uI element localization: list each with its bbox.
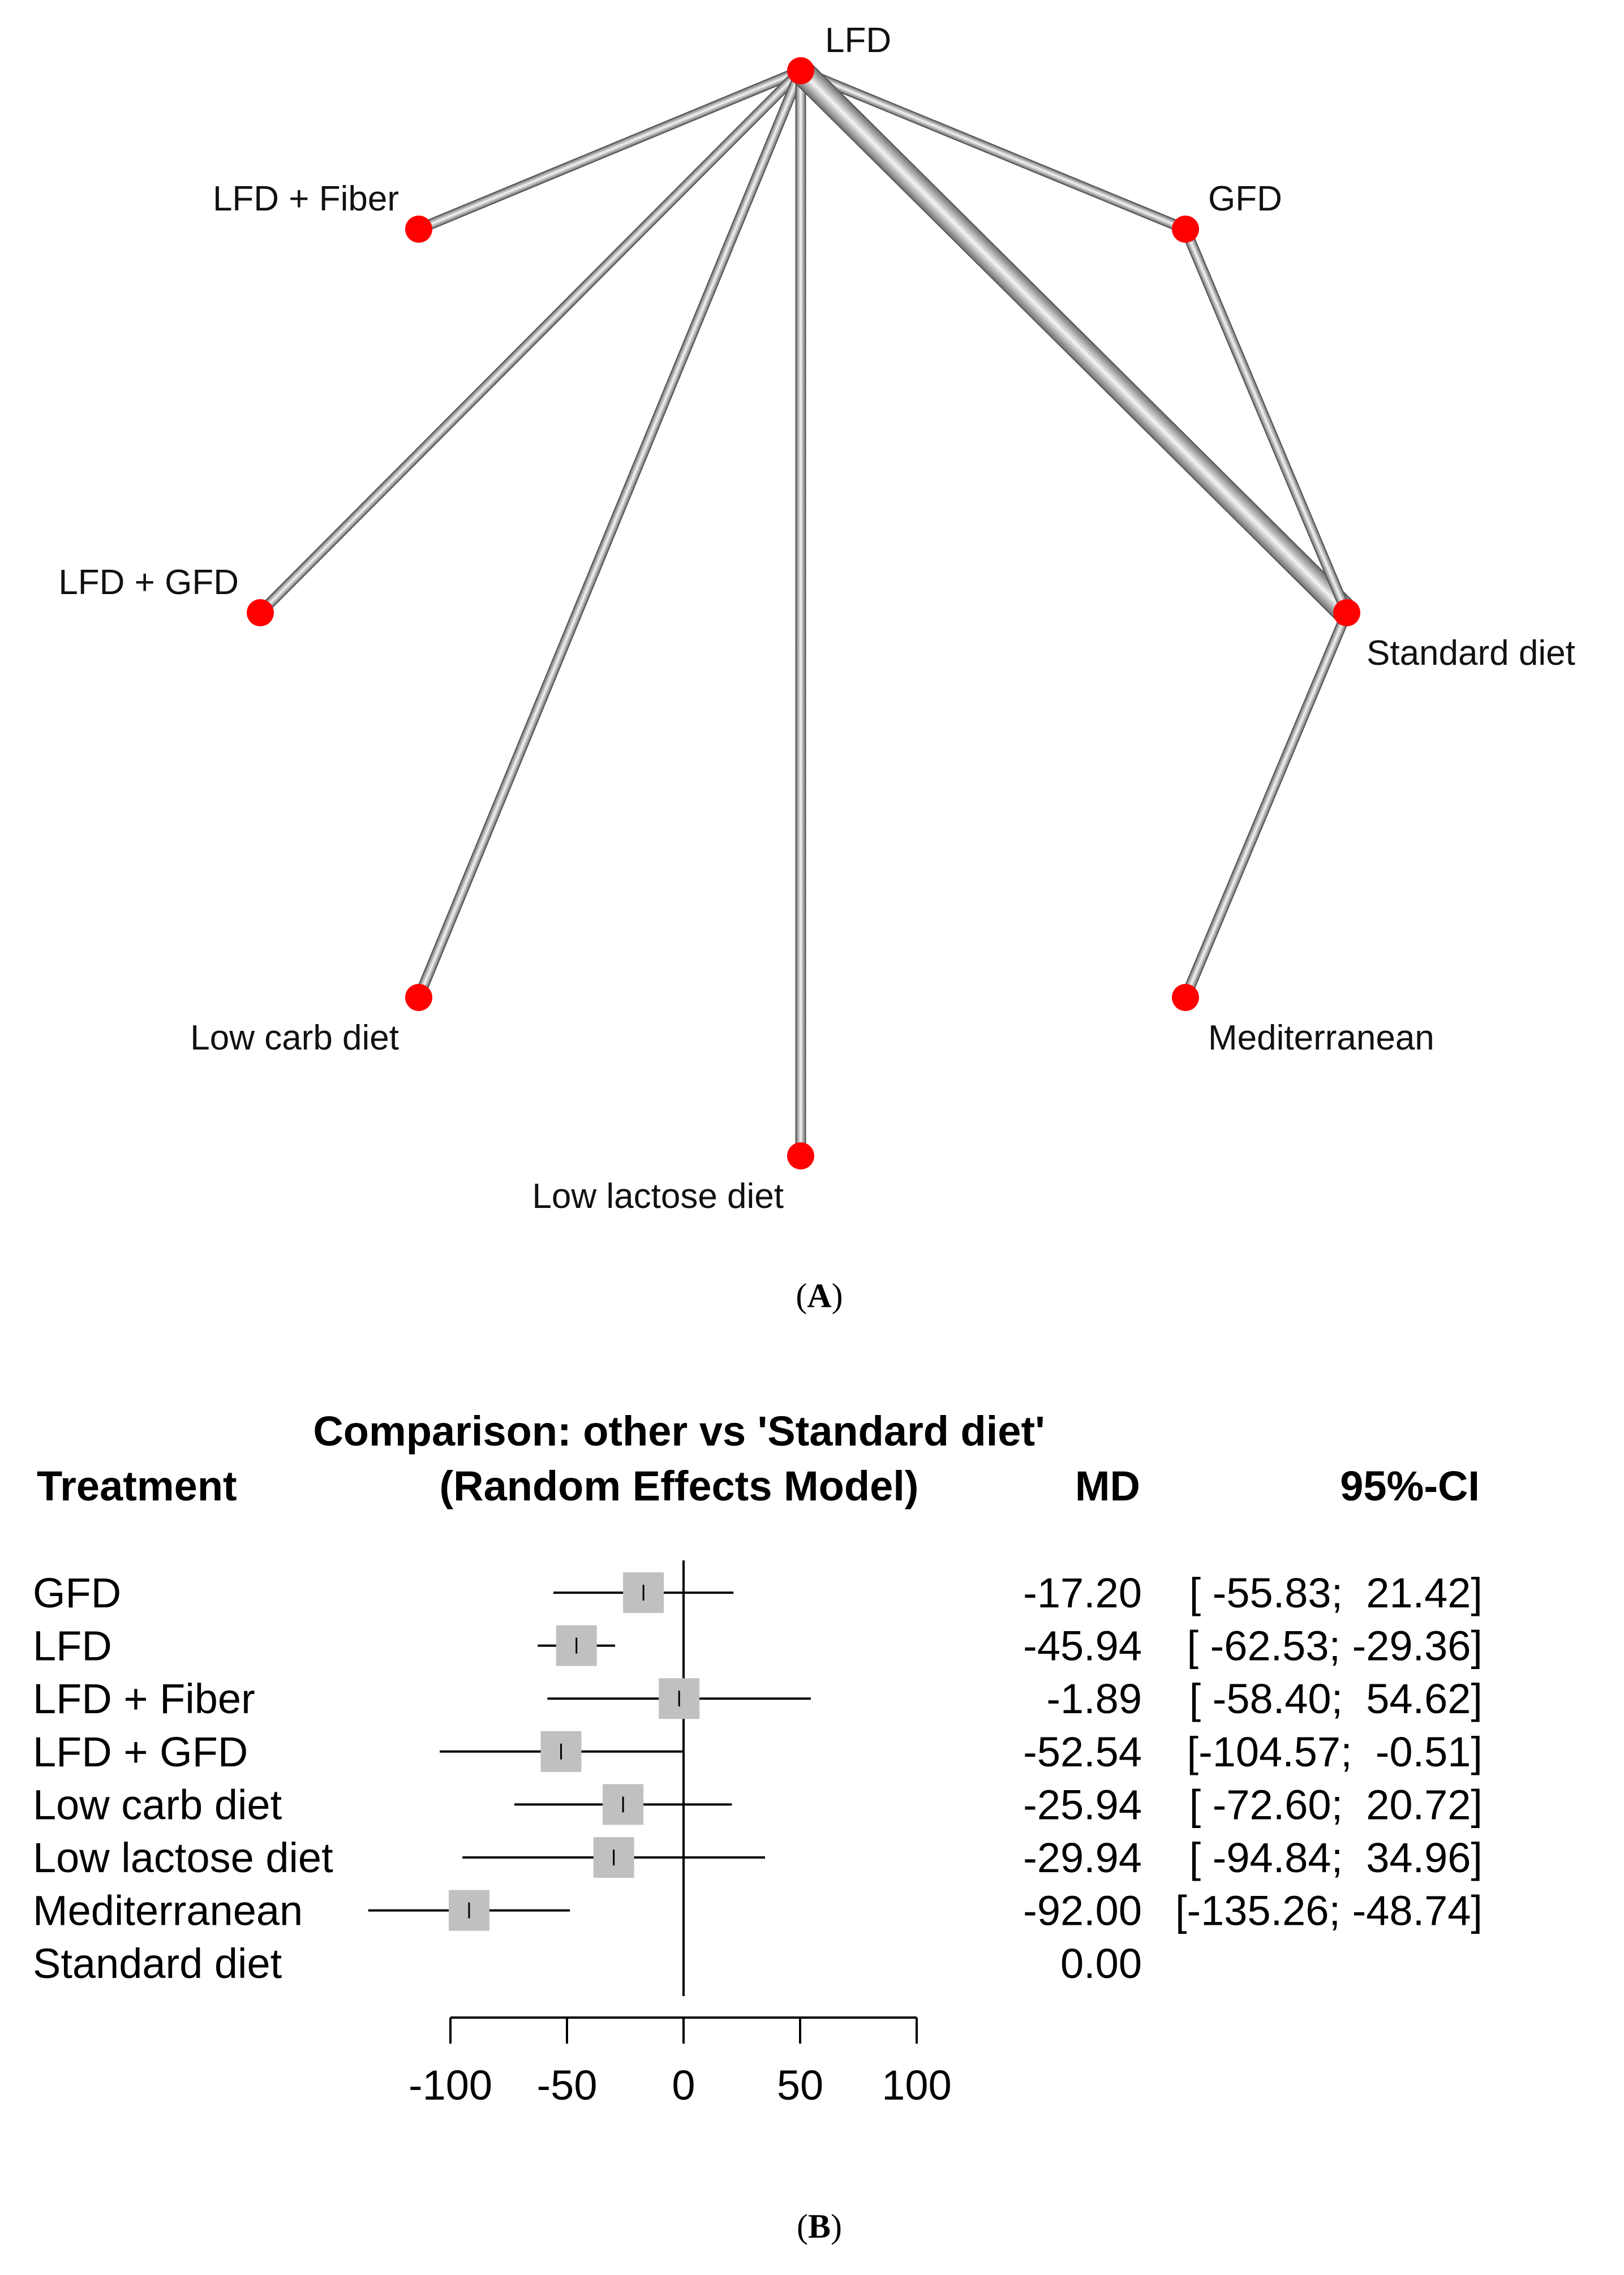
node-label-lfd: LFD — [825, 21, 891, 60]
node-label-gfd: GFD — [1208, 179, 1282, 218]
ci-value: [ -62.53; -29.36] — [1187, 1623, 1483, 1670]
edge-outline — [1180, 610, 1343, 996]
md-value: -1.89 — [1046, 1675, 1142, 1722]
edge-tube — [414, 68, 805, 1000]
treatment-label: Low lactose diet — [33, 1834, 333, 1881]
forest-rows: GFD -17.20 [ -55.83; 21.42] LFD -45.94 [ -62.… — [33, 1560, 1483, 1996]
node-label-mediterranean: Mediterranean — [1208, 1018, 1434, 1057]
forest-row-lfd-gfd: LFD + GFD -52.54 [-104.57; -0.51] — [33, 1728, 1483, 1775]
ci-value: [-104.57; -0.51] — [1187, 1728, 1483, 1775]
node-label-lfd-fiber: LFD + Fiber — [213, 179, 399, 218]
forest-row-low-lactose-diet: Low lactose diet -29.94 [ -94.84; 34.96] — [33, 1834, 1483, 1881]
edge-standard-mediterranean — [1180, 610, 1352, 1000]
treatment-label: LFD + Fiber — [33, 1675, 255, 1722]
edge-tube — [416, 66, 803, 234]
edge-outline — [809, 61, 1356, 605]
edge-tube — [792, 62, 1356, 622]
network-edges — [256, 61, 1356, 1156]
ci-value: [ -72.60; 20.72] — [1189, 1781, 1483, 1828]
md-value: -45.94 — [1023, 1623, 1142, 1670]
edge-outline — [256, 67, 798, 610]
panel-b-label: (B) — [797, 2208, 842, 2245]
edge-outline — [1180, 230, 1343, 615]
node-lfd — [787, 57, 814, 84]
edge-outline — [791, 79, 1339, 622]
ci-value: [ -94.84; 34.96] — [1189, 1834, 1483, 1881]
ci-value: [ -58.40; 54.62] — [1189, 1675, 1483, 1722]
network-labels: LFD LFD + Fiber GFD LFD + GFD Standard diet L… — [58, 21, 1575, 1216]
node-lowlactose — [787, 1142, 814, 1169]
treatment-label: LFD + GFD — [33, 1728, 248, 1775]
md-value: -25.94 — [1023, 1781, 1142, 1828]
node-label-lowcarb: Low carb diet — [190, 1018, 399, 1057]
edge-outline — [798, 74, 1184, 234]
edge-lfd-lowlactose — [795, 71, 806, 1156]
edge-lfd-lfd-fiber — [416, 66, 803, 234]
treatment-label: GFD — [33, 1569, 121, 1616]
network-nodes — [247, 57, 1360, 1169]
edge-outline — [1189, 227, 1352, 612]
node-lfd-fiber — [405, 216, 432, 243]
treatment-label: Mediterranean — [33, 1887, 303, 1934]
network-plot: LFD LFD + Fiber GFD LFD + GFD Standard diet L… — [58, 21, 1575, 1216]
edge-outline — [414, 68, 797, 996]
edge-lfd-gfd — [798, 66, 1188, 234]
edge-tube — [796, 71, 806, 1156]
forest-row-gfd: GFD -17.20 [ -55.83; 21.42] — [33, 1569, 1483, 1616]
forest-header-ci: 95%-CI — [1340, 1463, 1480, 1510]
forest-row-mediterranean: Mediterranean -92.00 [-135.26; -48.74] — [33, 1887, 1483, 1934]
edge-outline — [422, 72, 806, 1000]
edge-outline — [802, 66, 1188, 226]
edge-outline — [420, 74, 803, 234]
md-value: -92.00 — [1023, 1887, 1142, 1934]
edge-tube — [1181, 227, 1351, 615]
node-label-lfd-gfd: LFD + GFD — [58, 563, 239, 602]
forest-row-low-carb-diet: Low carb diet -25.94 [ -72.60; 20.72] — [33, 1781, 1483, 1828]
forest-row-lfd: LFD -45.94 [ -62.53; -29.36] — [33, 1623, 1483, 1670]
ci-value: [-135.26; -48.74] — [1175, 1887, 1483, 1934]
treatment-label: Low carb diet — [33, 1781, 282, 1828]
node-lowcarb — [405, 984, 432, 1011]
forest-title: Comparison: other vs 'Standard diet' — [313, 1408, 1045, 1455]
x-tick-label: 0 — [672, 2062, 695, 2109]
treatment-label: LFD — [33, 1623, 112, 1670]
edge-outline — [416, 66, 800, 226]
edge-lfd-standard — [791, 61, 1356, 622]
node-label-lowlactose: Low lactose diet — [532, 1177, 784, 1216]
forest-plot: Comparison: other vs 'Standard diet' Tre… — [33, 1408, 1483, 2109]
edge-outline — [1189, 614, 1352, 1000]
node-label-standard: Standard diet — [1367, 634, 1575, 673]
node-gfd — [1172, 216, 1199, 243]
forest-row-lfd-fiber: LFD + Fiber -1.89 [ -58.40; 54.62] — [33, 1675, 1483, 1722]
edge-tube — [1181, 610, 1351, 1000]
forest-subtitle: (Random Effects Model) — [440, 1463, 919, 1510]
treatment-label: Standard diet — [33, 1940, 282, 1987]
edge-tube — [256, 67, 805, 617]
edge-lfd-lfd-gfd — [256, 67, 805, 617]
forest-header-treatment: Treatment — [37, 1463, 237, 1510]
md-value: -52.54 — [1023, 1728, 1142, 1775]
ci-value: [ -55.83; 21.42] — [1189, 1569, 1483, 1616]
x-tick-label: -100 — [409, 2062, 492, 2109]
node-standard — [1333, 599, 1360, 626]
md-value: 0.00 — [1060, 1940, 1142, 1987]
node-lfd-gfd — [247, 599, 274, 626]
node-mediterranean — [1172, 984, 1199, 1011]
x-tick-label: -50 — [537, 2062, 598, 2109]
edge-tube — [798, 66, 1188, 234]
x-tick-label: 100 — [882, 2062, 951, 2109]
x-tick-label: 50 — [777, 2062, 823, 2109]
edge-gfd-standard — [1180, 227, 1352, 615]
forest-header-md: MD — [1075, 1463, 1140, 1510]
edge-lfd-lowcarb — [414, 68, 806, 1000]
forest-x-axis: -100 -50 0 50 100 — [409, 2016, 952, 2109]
md-value: -29.94 — [1023, 1834, 1142, 1881]
edge-outline — [263, 74, 805, 617]
md-value: -17.20 — [1023, 1569, 1142, 1616]
forest-row-standard-diet: Standard diet 0.00 — [33, 1940, 1142, 1987]
panel-a-label: (A) — [796, 1277, 843, 1314]
